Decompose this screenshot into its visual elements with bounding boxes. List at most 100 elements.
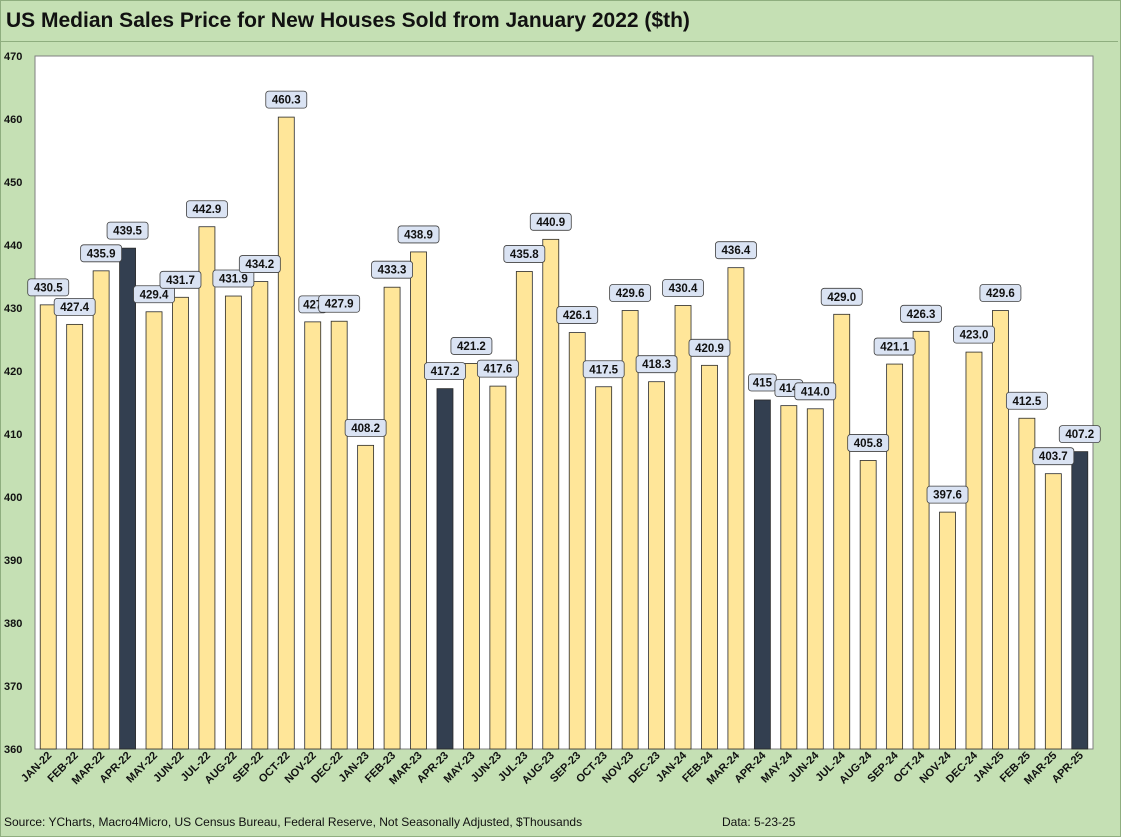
data-label-text: 418.3 bbox=[642, 359, 671, 371]
y-tick-label: 370 bbox=[4, 681, 22, 693]
data-label-jan-22: 430.5 bbox=[27, 278, 70, 297]
data-label-text: 412.5 bbox=[1012, 396, 1041, 408]
data-label-text: 430.5 bbox=[34, 282, 63, 294]
data-label-text: 431.7 bbox=[166, 275, 195, 287]
data-label-aug-23: 440.9 bbox=[529, 212, 572, 231]
title-bar: US Median Sales Price for New Houses Sol… bbox=[1, 1, 1118, 42]
bar-apr-24 bbox=[753, 399, 771, 750]
data-label-text: 397.6 bbox=[933, 490, 962, 502]
data-label-text: 427 bbox=[303, 299, 322, 311]
data-label-jan-23: 408.2 bbox=[344, 418, 387, 437]
data-label-text: 403.7 bbox=[1039, 451, 1068, 463]
data-label-text: 415 bbox=[753, 377, 773, 389]
data-label-jun-24: 414.0 bbox=[794, 382, 837, 401]
data-label-text: 414.0 bbox=[801, 386, 830, 398]
plot-area bbox=[34, 55, 1094, 750]
data-label-text: 435.8 bbox=[510, 249, 539, 261]
data-label-may-22: 429.4 bbox=[133, 285, 175, 304]
bar-jan-22 bbox=[39, 304, 57, 750]
bar-dec-22 bbox=[330, 320, 348, 750]
bar-nov-23 bbox=[621, 310, 639, 750]
data-labels: 430.5 427.4 435.9 439.5 429.4 431.7 442.9 431.9… bbox=[27, 90, 1101, 504]
bar-nov-24 bbox=[939, 511, 956, 750]
bar-nov-22 bbox=[304, 321, 322, 750]
data-label-feb-22: 427.4 bbox=[53, 297, 96, 316]
bar-apr-25 bbox=[1071, 451, 1089, 750]
bar-oct-24 bbox=[912, 330, 930, 750]
data-label-text: 435.9 bbox=[87, 248, 116, 260]
data-label-mar-23: 438.9 bbox=[397, 225, 440, 244]
data-label-text: 434.2 bbox=[245, 259, 274, 271]
source-note: Source: YCharts, Macro4Micro, US Census … bbox=[4, 815, 583, 829]
bar-feb-25 bbox=[1018, 417, 1036, 750]
data-label-text: 460.3 bbox=[272, 95, 301, 107]
bar-mar-25 bbox=[1044, 473, 1062, 750]
data-label-text: 417.6 bbox=[483, 364, 512, 376]
bar-jan-25 bbox=[992, 310, 1009, 750]
data-label-dec-23: 418.3 bbox=[635, 355, 678, 374]
data-label-nov-24: 397.6 bbox=[926, 485, 969, 504]
bar-oct-23 bbox=[595, 386, 613, 750]
data-label-text: 436.4 bbox=[722, 245, 751, 257]
bar-jul-22 bbox=[198, 226, 216, 750]
data-label-text: 427.4 bbox=[60, 302, 89, 314]
data-label-text: 439.5 bbox=[113, 226, 142, 238]
bar-dec-24 bbox=[965, 351, 983, 750]
bar-mar-23 bbox=[410, 251, 427, 750]
data-label-text: 438.9 bbox=[404, 229, 433, 241]
y-tick-label: 440 bbox=[4, 240, 22, 252]
data-label-mar-25: 403.7 bbox=[1032, 447, 1075, 466]
data-label-text: 429.6 bbox=[616, 288, 645, 300]
data-label-nov-23: 429.6 bbox=[609, 284, 652, 302]
y-tick-label: 390 bbox=[4, 555, 22, 567]
y-tick-label: 470 bbox=[4, 51, 22, 63]
data-label-text: 442.9 bbox=[193, 204, 222, 216]
y-tick-label: 420 bbox=[4, 366, 22, 378]
bar-jan-23 bbox=[357, 444, 375, 750]
data-label-text: 421.2 bbox=[457, 341, 486, 353]
data-label-dec-24: 423.0 bbox=[953, 325, 995, 344]
bar-aug-23 bbox=[542, 238, 560, 750]
data-label-text: 433.3 bbox=[378, 265, 407, 277]
data-label-sep-22: 434.2 bbox=[238, 255, 281, 273]
data-label-text: 408.2 bbox=[351, 423, 380, 435]
bar-may-22 bbox=[145, 311, 163, 750]
y-tick-label: 380 bbox=[4, 618, 22, 630]
data-label-oct-23: 417.5 bbox=[582, 360, 625, 379]
data-label-text: 407.2 bbox=[1065, 429, 1094, 441]
data-label-may-23: 421.2 bbox=[450, 337, 493, 355]
data-label-aug-22: 431.9 bbox=[212, 269, 255, 288]
data-label-oct-24: 426.3 bbox=[900, 304, 942, 323]
bar-dec-23 bbox=[648, 381, 665, 750]
data-label-feb-23: 433.3 bbox=[371, 260, 413, 279]
bars bbox=[39, 116, 1089, 750]
bar-jul-24 bbox=[833, 313, 851, 750]
bar-feb-24 bbox=[701, 364, 718, 750]
data-label-jul-24: 429.0 bbox=[820, 287, 863, 306]
data-label-text: 414 bbox=[779, 383, 799, 395]
data-label-text: 420.9 bbox=[695, 343, 724, 355]
data-label-text: 440.9 bbox=[536, 217, 565, 229]
data-label-text: 429.4 bbox=[140, 289, 169, 301]
data-label-apr-23: 417.2 bbox=[424, 362, 466, 381]
y-tick-label: 460 bbox=[4, 114, 22, 126]
bar-aug-24 bbox=[859, 460, 877, 750]
bar-apr-23 bbox=[436, 388, 454, 750]
data-label-jun-23: 417.6 bbox=[476, 359, 519, 378]
data-label-jan-24: 430.4 bbox=[662, 279, 704, 297]
y-tick-label: 450 bbox=[4, 177, 22, 189]
data-label-feb-25: 412.5 bbox=[1005, 391, 1048, 410]
data-label-text: 431.9 bbox=[219, 274, 248, 286]
data-label-text: 417.2 bbox=[431, 366, 460, 378]
data-label-jan-25: 429.6 bbox=[979, 284, 1022, 302]
data-label-text: 427.9 bbox=[325, 299, 354, 311]
y-tick-label: 410 bbox=[4, 429, 22, 441]
data-label-sep-24: 421.1 bbox=[873, 337, 916, 356]
bar-may-24 bbox=[780, 405, 798, 750]
data-label-aug-24: 405.8 bbox=[847, 434, 890, 452]
data-label-dec-22: 427.9 bbox=[318, 294, 361, 313]
y-tick-label: 360 bbox=[4, 744, 22, 756]
bar-mar-22 bbox=[92, 270, 110, 750]
chart-title: US Median Sales Price for New Houses Sol… bbox=[6, 9, 690, 32]
